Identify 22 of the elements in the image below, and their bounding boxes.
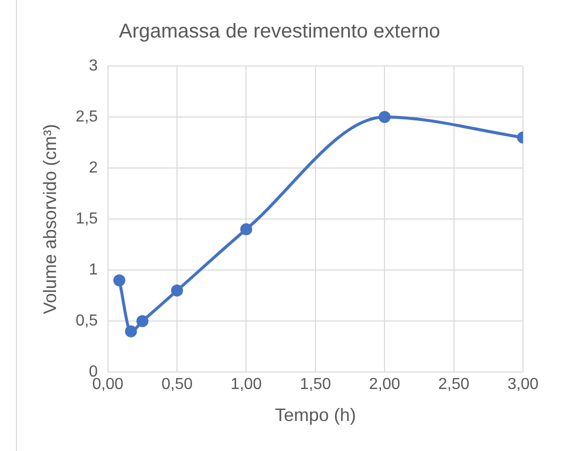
point bbox=[240, 223, 252, 236]
y-tick-label: 1 bbox=[88, 262, 98, 279]
point bbox=[378, 111, 391, 124]
x-tick-label: 1,50 bbox=[300, 376, 332, 394]
y-tick-label: 1,5 bbox=[76, 210, 98, 228]
point bbox=[113, 274, 126, 286]
point bbox=[124, 325, 137, 338]
x-tick-label: 0,50 bbox=[161, 376, 193, 394]
x-tick-label: 2,50 bbox=[438, 376, 470, 394]
y-tick-label: 2,5 bbox=[76, 108, 98, 126]
y-axis-title: Volume absorvido (cm³) bbox=[40, 124, 60, 314]
x-tick-label: 2,00 bbox=[369, 376, 400, 394]
y-tick-label: 0,5 bbox=[76, 312, 98, 330]
chart-title: Argamassa de revestimento externo bbox=[118, 20, 440, 43]
point bbox=[171, 284, 184, 297]
x-axis-title: Tempo (h) bbox=[274, 405, 356, 426]
x-tick-label: 1,00 bbox=[230, 376, 262, 394]
point bbox=[136, 315, 148, 328]
x-tick-label: 0,00 bbox=[92, 376, 124, 394]
y-tick-label: 3 bbox=[88, 57, 98, 74]
y-tick-label: 2 bbox=[88, 159, 98, 176]
x-tick-label: 3,00 bbox=[507, 376, 539, 394]
